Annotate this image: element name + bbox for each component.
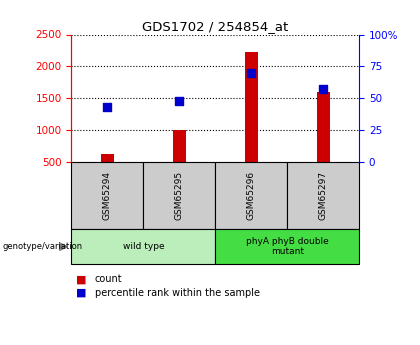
- Text: GSM65294: GSM65294: [103, 171, 112, 220]
- Text: percentile rank within the sample: percentile rank within the sample: [94, 288, 260, 297]
- Text: phyA phyB double
mutant: phyA phyB double mutant: [246, 237, 328, 256]
- Point: [176, 98, 183, 104]
- Point: [104, 105, 111, 110]
- Point: [248, 70, 255, 76]
- Bar: [245, 52, 258, 162]
- Text: ■: ■: [76, 275, 86, 284]
- Text: ■: ■: [76, 288, 86, 297]
- Point: [320, 87, 326, 92]
- Title: GDS1702 / 254854_at: GDS1702 / 254854_at: [142, 20, 289, 33]
- Bar: [173, 130, 186, 162]
- Bar: [101, 155, 114, 162]
- Text: GSM65296: GSM65296: [247, 171, 256, 220]
- Text: GSM65297: GSM65297: [319, 171, 328, 220]
- Text: GSM65295: GSM65295: [175, 171, 184, 220]
- Polygon shape: [60, 243, 67, 250]
- Text: count: count: [94, 275, 122, 284]
- Text: genotype/variation: genotype/variation: [2, 242, 82, 251]
- Text: wild type: wild type: [123, 242, 164, 251]
- Bar: [317, 92, 330, 162]
